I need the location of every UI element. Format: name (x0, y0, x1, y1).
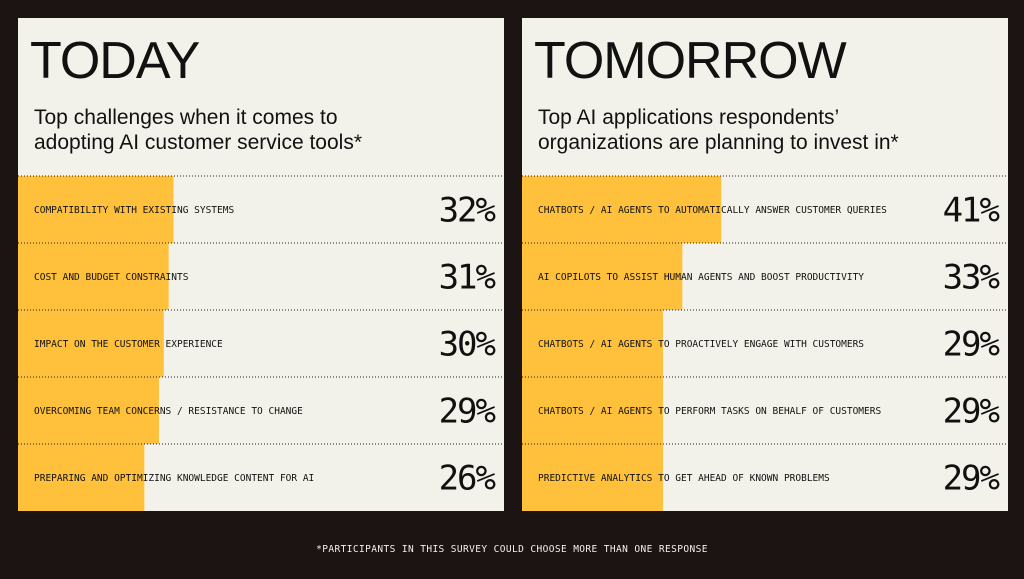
category-label: CHATBOTS / AI AGENTS TO PERFORM TASKS ON… (538, 406, 881, 417)
bar (18, 176, 174, 243)
category-label: PREDICTIVE ANALYTICS TO GET AHEAD OF KNO… (538, 473, 830, 484)
bar (522, 310, 663, 377)
category-label: AI COPILOTS TO ASSIST HUMAN AGENTS AND B… (538, 272, 864, 283)
panel-subtitle: Top AI applications respondents’ (538, 106, 839, 129)
value-label: 41% (943, 191, 1000, 231)
panel-subtitle: organizations are planning to invest in* (538, 131, 899, 154)
value-label: 29% (943, 392, 1000, 432)
value-label: 33% (943, 258, 1000, 298)
category-label: OVERCOMING TEAM CONCERNS / RESISTANCE TO… (34, 406, 303, 417)
value-label: 26% (439, 459, 496, 499)
value-label: 29% (943, 325, 1000, 365)
bar (522, 377, 663, 444)
bar (18, 444, 145, 511)
value-label: 32% (439, 191, 496, 231)
category-label: IMPACT ON THE CUSTOMER EXPERIENCE (34, 339, 223, 350)
value-label: 29% (943, 459, 1000, 499)
bar (522, 243, 683, 310)
category-label: COST AND BUDGET CONSTRAINTS (34, 272, 189, 283)
panel-title: TODAY (30, 32, 200, 90)
bar (18, 377, 159, 444)
category-label: CHATBOTS / AI AGENTS TO PROACTIVELY ENGA… (538, 339, 864, 350)
panel-title: TOMORROW (534, 32, 847, 90)
category-label: COMPATIBILITY WITH EXISTING SYSTEMS (34, 205, 234, 216)
value-label: 29% (439, 392, 496, 432)
bar (18, 310, 164, 377)
panel-subtitle: Top challenges when it comes to (34, 106, 338, 129)
value-label: 30% (439, 325, 496, 365)
category-label: PREPARING AND OPTIMIZING KNOWLEDGE CONTE… (34, 473, 314, 484)
bar (18, 243, 169, 310)
bar (522, 444, 663, 511)
bar (522, 176, 722, 243)
panel-subtitle: adopting AI customer service tools* (34, 131, 362, 154)
value-label: 31% (439, 258, 496, 298)
footnote: *PARTICIPANTS IN THIS SURVEY COULD CHOOS… (316, 544, 708, 555)
category-label: CHATBOTS / AI AGENTS TO AUTOMATICALLY AN… (538, 205, 887, 216)
